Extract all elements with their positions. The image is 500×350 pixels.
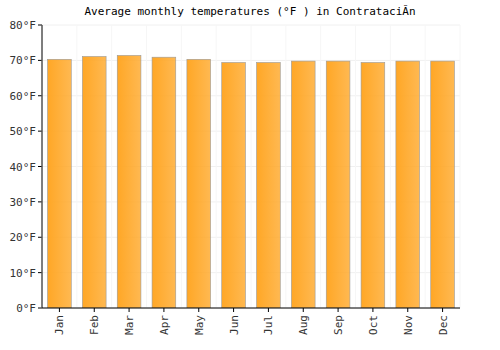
y-tick-label: 80°F: [10, 19, 37, 32]
y-tick-label: 10°F: [10, 267, 37, 280]
y-tick: [38, 25, 42, 26]
y-tick-label: 70°F: [10, 54, 37, 67]
grid-line-v: [76, 25, 77, 308]
y-tick: [38, 131, 42, 132]
grid-line-v: [460, 25, 461, 308]
x-tick: [372, 308, 373, 312]
x-tick-label: Jun: [228, 315, 241, 335]
bar: [291, 61, 315, 308]
bar: [187, 59, 211, 308]
x-tick-label: Oct: [367, 315, 380, 335]
bar: [431, 61, 455, 308]
y-axis: [42, 25, 43, 308]
bar: [222, 62, 246, 308]
bar: [361, 62, 385, 308]
x-tick: [442, 308, 443, 312]
x-tick-label: Nov: [402, 315, 415, 335]
chart: Average monthly temperatures (°F ) in Co…: [0, 0, 500, 350]
grid-line-v: [285, 25, 286, 308]
x-tick-label: Dec: [437, 315, 450, 335]
y-tick: [38, 201, 42, 202]
grid-line-v: [355, 25, 356, 308]
y-tick: [38, 166, 42, 167]
x-tick-label: Aug: [297, 315, 310, 335]
grid-line-v: [181, 25, 182, 308]
y-tick-label: 60°F: [10, 90, 37, 103]
x-tick: [198, 308, 199, 312]
y-tick: [38, 237, 42, 238]
y-tick: [38, 95, 42, 96]
x-tick-label: Jul: [262, 315, 275, 335]
bar: [326, 61, 350, 308]
x-tick-label: May: [193, 315, 206, 335]
bars: [48, 55, 455, 308]
grid-line-v: [320, 25, 321, 308]
y-tick: [38, 60, 42, 61]
x-tick-label: Feb: [88, 315, 101, 335]
y-tick: [38, 272, 42, 273]
grid-line-v: [390, 25, 391, 308]
x-tick: [163, 308, 164, 312]
grid-line-v: [251, 25, 252, 308]
x-tick: [268, 308, 269, 312]
grid-line: [42, 308, 460, 309]
x-tick: [129, 308, 130, 312]
bar: [257, 62, 281, 308]
x-tick: [233, 308, 234, 312]
bar: [82, 56, 106, 308]
grid-line-v: [216, 25, 217, 308]
grid-line-v: [425, 25, 426, 308]
x-tick: [94, 308, 95, 312]
y-tick-label: 40°F: [10, 161, 37, 174]
bar: [152, 57, 176, 308]
grid-line-v: [42, 25, 43, 308]
x-tick-label: Mar: [123, 315, 136, 335]
y-tick-label: 0°F: [16, 302, 36, 315]
bar: [117, 55, 141, 308]
x-axis: [42, 308, 460, 309]
bar: [396, 61, 420, 308]
bar: [48, 59, 72, 308]
title: Average monthly temperatures (°F ) in Co…: [84, 5, 415, 18]
x-tick-label: Sep: [332, 315, 345, 335]
y-tick-label: 20°F: [10, 231, 37, 244]
grid-line-v: [111, 25, 112, 308]
x-tick: [407, 308, 408, 312]
x-tick-label: Apr: [158, 315, 171, 335]
x-tick: [59, 308, 60, 312]
x-tick: [338, 308, 339, 312]
y-tick-label: 50°F: [10, 125, 37, 138]
x-tick: [303, 308, 304, 312]
y-tick-label: 30°F: [10, 196, 37, 209]
grid-line-v: [146, 25, 147, 308]
y-tick: [38, 308, 42, 309]
x-tick-label: Jan: [53, 315, 66, 335]
